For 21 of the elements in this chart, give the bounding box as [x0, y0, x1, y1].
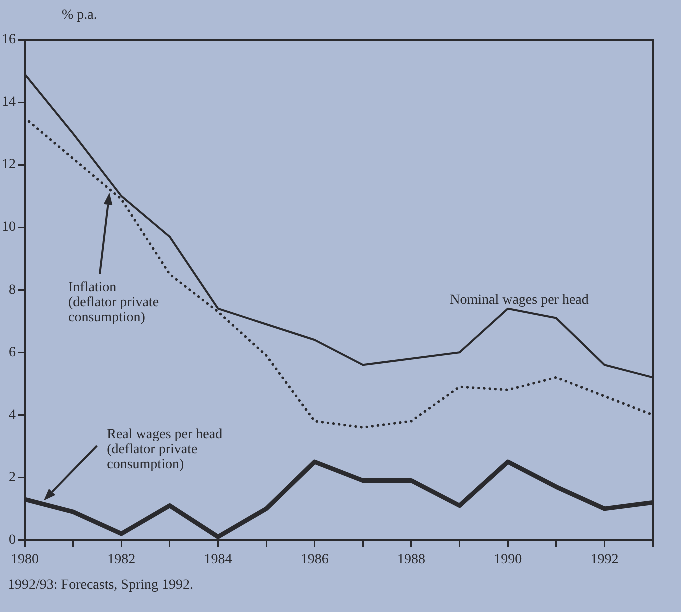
text: Real wages per head (deflator private consumption): [107, 427, 223, 472]
x-tick-label: 1992: [590, 552, 619, 568]
y-axis-title: % p.a.: [62, 8, 98, 24]
series-label: Inflation (deflator private consumption): [68, 280, 160, 326]
y-tick-label: 8: [9, 282, 16, 298]
text: 1992/93: Forecasts, Spring 1992.: [8, 578, 194, 594]
y-tick-label: 12: [2, 158, 16, 173]
x-tick-label: 1982: [108, 552, 136, 568]
x-tick-label: 1990: [494, 552, 522, 568]
y-tick-label: 4: [9, 408, 16, 423]
y-tick-label: 0: [9, 532, 16, 548]
x-tick-label: 1984: [204, 552, 232, 568]
y-tick-label: 16: [2, 32, 16, 48]
x-tick-label: 1986: [300, 552, 329, 568]
y-tick-label: 6: [9, 345, 16, 360]
y-tick-label: 10: [2, 220, 16, 236]
y-tick-label: 14: [2, 95, 16, 110]
x-tick-label: 1988: [397, 552, 426, 568]
series-label: Nominal wages per head: [450, 292, 589, 308]
x-tick-label: 1980: [11, 552, 39, 568]
y-tick-label: 2: [9, 470, 16, 486]
